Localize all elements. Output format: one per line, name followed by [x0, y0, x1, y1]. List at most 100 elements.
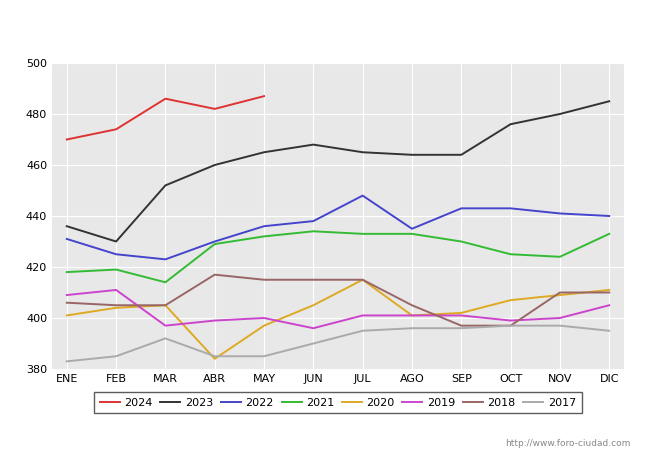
2021 [408, 231, 416, 237]
2018 [458, 323, 465, 328]
2019 [507, 318, 515, 323]
2021 [260, 234, 268, 239]
2023 [260, 149, 268, 155]
2021 [309, 229, 317, 234]
2021 [605, 231, 613, 237]
2020 [359, 277, 367, 283]
2023 [408, 152, 416, 158]
2020 [211, 356, 218, 361]
2017 [161, 336, 169, 341]
Text: Afiliados en Olesa de Bonesvalls a 31/5/2024: Afiliados en Olesa de Bonesvalls a 31/5/… [122, 18, 528, 36]
2017 [112, 354, 120, 359]
2021 [507, 252, 515, 257]
Line: 2018: 2018 [67, 274, 609, 326]
2017 [63, 359, 71, 364]
Line: 2017: 2017 [67, 326, 609, 361]
2019 [260, 315, 268, 321]
2022 [63, 236, 71, 242]
2019 [605, 302, 613, 308]
2021 [458, 239, 465, 244]
2022 [408, 226, 416, 231]
Text: http://www.foro-ciudad.com: http://www.foro-ciudad.com [505, 439, 630, 448]
2021 [161, 279, 169, 285]
Line: 2023: 2023 [67, 101, 609, 242]
2017 [458, 325, 465, 331]
2017 [556, 323, 564, 328]
Line: 2022: 2022 [67, 196, 609, 259]
2017 [260, 354, 268, 359]
2024 [260, 94, 268, 99]
2018 [556, 290, 564, 295]
2020 [507, 297, 515, 303]
2020 [161, 302, 169, 308]
2021 [359, 231, 367, 237]
2018 [260, 277, 268, 283]
2024 [211, 106, 218, 112]
Line: 2024: 2024 [67, 96, 264, 140]
2022 [359, 193, 367, 198]
2017 [211, 354, 218, 359]
2019 [112, 287, 120, 292]
2020 [260, 323, 268, 328]
2019 [63, 292, 71, 298]
2023 [211, 162, 218, 168]
2022 [605, 213, 613, 219]
2017 [605, 328, 613, 333]
2023 [556, 111, 564, 117]
Legend: 2024, 2023, 2022, 2021, 2020, 2019, 2018, 2017: 2024, 2023, 2022, 2021, 2020, 2019, 2018… [94, 392, 582, 413]
2023 [458, 152, 465, 158]
2018 [211, 272, 218, 277]
2020 [556, 292, 564, 298]
2022 [112, 252, 120, 257]
2018 [112, 302, 120, 308]
2018 [408, 302, 416, 308]
2019 [556, 315, 564, 321]
2022 [458, 206, 465, 211]
2018 [359, 277, 367, 283]
2021 [63, 270, 71, 275]
2017 [408, 325, 416, 331]
2018 [605, 290, 613, 295]
2022 [556, 211, 564, 216]
2017 [359, 328, 367, 333]
2020 [408, 313, 416, 318]
2022 [507, 206, 515, 211]
2024 [63, 137, 71, 142]
2020 [309, 302, 317, 308]
2020 [112, 305, 120, 310]
2017 [507, 323, 515, 328]
Line: 2020: 2020 [67, 280, 609, 359]
2020 [605, 287, 613, 292]
2023 [359, 149, 367, 155]
2018 [507, 323, 515, 328]
Line: 2021: 2021 [67, 231, 609, 282]
2018 [309, 277, 317, 283]
2022 [309, 218, 317, 224]
2021 [112, 267, 120, 272]
2024 [161, 96, 169, 101]
2019 [161, 323, 169, 328]
2020 [63, 313, 71, 318]
2017 [309, 341, 317, 346]
2019 [458, 313, 465, 318]
2022 [161, 256, 169, 262]
2023 [112, 239, 120, 244]
Line: 2019: 2019 [67, 290, 609, 328]
2023 [161, 183, 169, 188]
2023 [507, 122, 515, 127]
2019 [309, 325, 317, 331]
2019 [359, 313, 367, 318]
2024 [112, 126, 120, 132]
2019 [408, 313, 416, 318]
2021 [211, 241, 218, 247]
2022 [260, 224, 268, 229]
2021 [556, 254, 564, 260]
2018 [161, 302, 169, 308]
2023 [605, 99, 613, 104]
2019 [211, 318, 218, 323]
2023 [63, 224, 71, 229]
2023 [309, 142, 317, 147]
2020 [458, 310, 465, 315]
2018 [63, 300, 71, 306]
2022 [211, 239, 218, 244]
